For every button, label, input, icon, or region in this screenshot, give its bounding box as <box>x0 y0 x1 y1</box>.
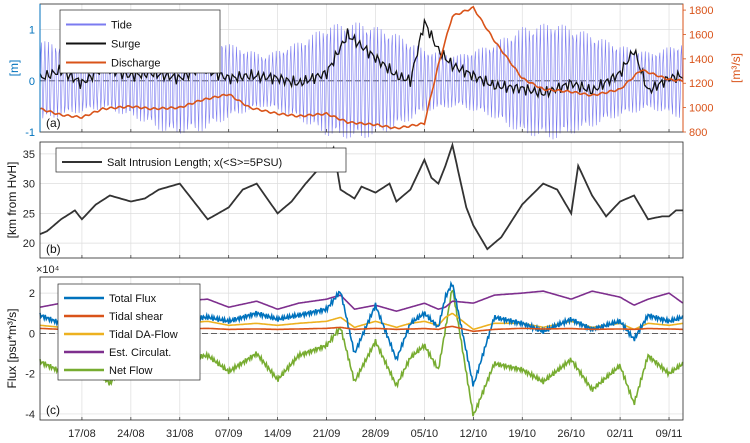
y-tick-label: -4 <box>25 409 35 421</box>
y-left-tick-label: 0 <box>29 76 35 88</box>
y-tick-label: 2 <box>29 288 35 300</box>
panel-c-frame <box>39 276 684 421</box>
x-tick-label: 07/09 <box>215 428 243 440</box>
y-tick-label: 35 <box>23 149 35 161</box>
x-tick-label: 09/11 <box>656 428 683 440</box>
y-left-tick-label: 1 <box>29 25 35 37</box>
legend-label: Tidal shear <box>109 311 163 323</box>
panel-c-salt-flux: -4 -2 0 2×10⁴ Flux [psu*m³/s] (c) Total Flux Ti… <box>5 264 684 421</box>
y-right-tick-label: 1800 <box>689 5 713 17</box>
legend-label: Est. Circulat. <box>109 347 171 359</box>
x-tick-label: 12/10 <box>460 428 488 440</box>
x-tick-label: 21/09 <box>313 428 341 440</box>
legend-box <box>57 283 201 381</box>
legend-box <box>59 9 221 74</box>
legend-label: Tidal DA-Flow <box>109 329 178 341</box>
legend-label: Total Flux <box>109 293 157 305</box>
y-axis-label: Flux [psu*m³/s] <box>5 308 19 388</box>
y-tick-label: 0 <box>29 328 35 340</box>
y-right-tick-label: 1400 <box>689 54 713 66</box>
panel-b-frame <box>39 141 684 259</box>
legend-label: Discharge <box>111 58 161 70</box>
y-tick-label: 30 <box>23 179 35 191</box>
x-tick-label: 17/08 <box>68 428 96 440</box>
y-axis-label: [km from HvH] <box>5 162 19 239</box>
x-tick-label: 14/09 <box>264 428 292 440</box>
x-tick-label: 02/11 <box>607 428 634 440</box>
y-exponent-label: ×10⁴ <box>36 264 60 276</box>
tide-series-line <box>39 22 683 140</box>
y-tick-label: -2 <box>25 369 35 381</box>
panel-b-salt-intrusion: 20 25 30 35 [km from HvH] (b) Salt Intrusion L… <box>5 141 684 259</box>
legend-label: Salt Intrusion Length; x(<S>=5PSU) <box>107 157 282 169</box>
x-tick-label: 19/10 <box>508 428 536 440</box>
salt-intrusion-series-line <box>39 141 683 251</box>
x-tick-label: 24/08 <box>117 428 145 440</box>
x-tick-label: 05/10 <box>411 428 439 440</box>
legend-label: Net Flow <box>109 365 152 377</box>
legend-box <box>55 147 347 173</box>
legend-label: Tide <box>111 20 132 32</box>
x-tick-label: 28/09 <box>362 428 390 440</box>
y-tick-label: 25 <box>23 208 35 220</box>
y-left-tick-label: -1 <box>25 127 35 139</box>
y-tick-label: 20 <box>23 238 35 250</box>
y-right-tick-label: 1000 <box>689 103 713 115</box>
y-left-axis-label: [m] <box>7 60 21 77</box>
panel-label: (a) <box>46 116 61 130</box>
legend-label: Surge <box>111 39 140 51</box>
surge-series-line <box>39 17 684 99</box>
panel-label: (c) <box>46 403 60 417</box>
x-tick-label: 26/10 <box>557 428 585 440</box>
y-right-tick-label: 800 <box>689 127 707 139</box>
panel-label: (b) <box>46 242 61 256</box>
x-axis-date-labels: 17/08 24/08 31/08 07/09 14/09 21/09 28/09 05/10… <box>68 428 682 440</box>
y-right-tick-label: 1200 <box>689 78 713 90</box>
discharge-series-line <box>39 5 684 130</box>
x-tick-label: 31/08 <box>166 428 194 440</box>
y-right-tick-label: 1600 <box>689 29 713 41</box>
y-right-axis-label: [m³/s] <box>729 53 743 83</box>
